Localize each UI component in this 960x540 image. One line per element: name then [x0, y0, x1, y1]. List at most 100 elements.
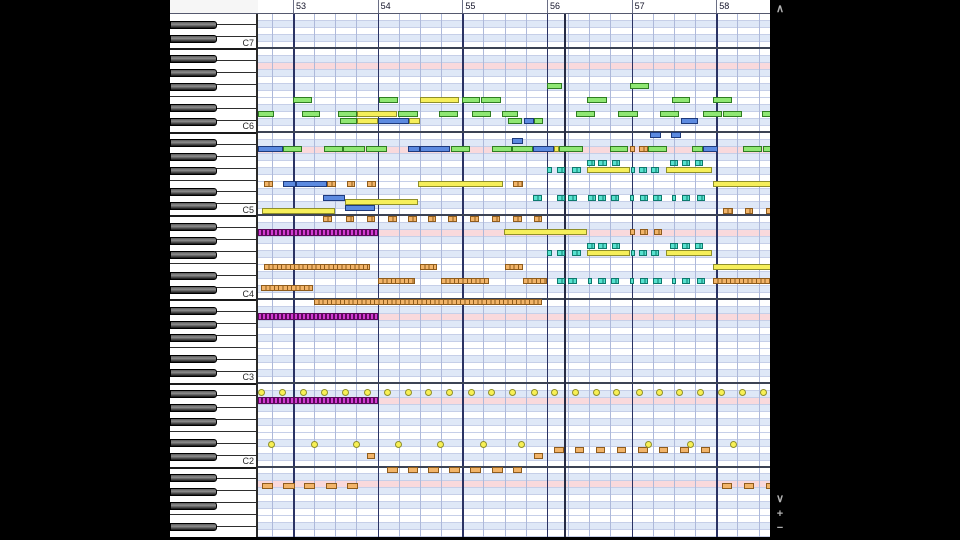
midi-note[interactable]: [631, 167, 635, 173]
midi-note[interactable]: [338, 111, 357, 117]
midi-note-run[interactable]: [523, 278, 547, 284]
drum-hit-circle[interactable]: [404, 389, 412, 396]
midi-note-run[interactable]: [572, 167, 581, 173]
midi-note-run[interactable]: [682, 243, 690, 249]
trill-note-bar[interactable]: [258, 397, 378, 404]
midi-note[interactable]: [630, 229, 635, 235]
midi-note-run[interactable]: [651, 167, 659, 173]
midi-note[interactable]: [713, 97, 732, 103]
black-key[interactable]: [170, 501, 217, 510]
drum-hit-circle[interactable]: [267, 440, 275, 448]
midi-note[interactable]: [449, 467, 460, 473]
black-key[interactable]: [170, 20, 217, 29]
black-key[interactable]: [170, 201, 217, 210]
midi-note[interactable]: [492, 467, 503, 473]
black-key[interactable]: [170, 522, 217, 531]
black-key[interactable]: [170, 453, 217, 462]
drum-hit-circle[interactable]: [467, 389, 475, 396]
black-key[interactable]: [170, 390, 217, 399]
midi-note-run[interactable]: [654, 229, 662, 235]
midi-note-run[interactable]: [367, 181, 376, 187]
midi-note[interactable]: [703, 146, 718, 152]
midi-note[interactable]: [547, 83, 562, 89]
black-key[interactable]: [170, 369, 217, 378]
midi-note[interactable]: [262, 208, 335, 214]
drum-hit-circle[interactable]: [342, 389, 350, 396]
midi-note[interactable]: [502, 111, 518, 117]
midi-note[interactable]: [283, 181, 296, 187]
midi-note[interactable]: [630, 278, 634, 284]
midi-note-run[interactable]: [612, 243, 620, 249]
zoom-out-button[interactable]: −: [776, 522, 784, 534]
midi-note[interactable]: [534, 453, 543, 459]
midi-note[interactable]: [534, 118, 543, 124]
midi-note[interactable]: [378, 118, 409, 124]
midi-note[interactable]: [722, 483, 732, 489]
midi-note[interactable]: [428, 467, 439, 473]
black-key[interactable]: [170, 271, 217, 280]
midi-note[interactable]: [513, 467, 522, 473]
black-key[interactable]: [170, 404, 217, 413]
black-key[interactable]: [170, 320, 217, 329]
scroll-down-icon[interactable]: ∨: [775, 493, 785, 505]
drum-hit-circle[interactable]: [424, 389, 432, 396]
black-key[interactable]: [170, 167, 217, 176]
black-key[interactable]: [170, 236, 217, 245]
midi-note[interactable]: [680, 447, 689, 453]
drum-hit-circle[interactable]: [508, 389, 516, 396]
vertical-scrollbar[interactable]: ∧ ∨ + −: [770, 0, 790, 540]
midi-note[interactable]: [357, 111, 397, 117]
drum-hit-circle[interactable]: [384, 389, 392, 396]
midi-note[interactable]: [347, 483, 358, 489]
midi-note[interactable]: [638, 447, 648, 453]
midi-note[interactable]: [345, 205, 375, 211]
black-key[interactable]: [170, 334, 217, 343]
midi-note[interactable]: [587, 97, 607, 103]
black-key[interactable]: [170, 306, 217, 315]
drum-hit-circle[interactable]: [364, 389, 372, 396]
midi-note[interactable]: [283, 146, 302, 152]
drum-hit-circle[interactable]: [436, 440, 444, 448]
midi-note-run[interactable]: [598, 195, 606, 201]
midi-note-run[interactable]: [588, 195, 596, 201]
drum-hit-circle[interactable]: [729, 440, 737, 448]
midi-note[interactable]: [302, 111, 320, 117]
midi-note[interactable]: [524, 118, 534, 124]
midi-note[interactable]: [418, 181, 503, 187]
midi-note-run[interactable]: [533, 195, 542, 201]
midi-note[interactable]: [762, 111, 770, 117]
drum-hit-circle[interactable]: [258, 389, 265, 396]
midi-note-run[interactable]: [723, 208, 733, 214]
black-key[interactable]: [170, 34, 217, 43]
midi-note[interactable]: [576, 111, 595, 117]
drum-hit-circle[interactable]: [445, 389, 453, 396]
midi-note-run[interactable]: [639, 167, 647, 173]
black-key[interactable]: [170, 487, 217, 496]
midi-note[interactable]: [630, 195, 634, 201]
midi-note-run[interactable]: [640, 278, 648, 284]
midi-note[interactable]: [547, 250, 552, 256]
midi-note[interactable]: [672, 195, 676, 201]
midi-note[interactable]: [610, 146, 628, 152]
measure-ruler[interactable]: 53 54 55 56 57 58: [258, 0, 770, 14]
midi-note-run[interactable]: [378, 278, 415, 284]
drum-hit-circle[interactable]: [718, 389, 726, 396]
midi-note-run[interactable]: [470, 216, 479, 222]
midi-note[interactable]: [470, 467, 481, 473]
midi-note[interactable]: [324, 146, 343, 152]
midi-note-run[interactable]: [697, 278, 705, 284]
black-key[interactable]: [170, 439, 217, 448]
midi-note[interactable]: [554, 447, 564, 453]
black-key[interactable]: [170, 118, 217, 127]
drum-hit-circle[interactable]: [739, 389, 747, 396]
midi-note-run[interactable]: [557, 167, 565, 173]
drum-hit-circle[interactable]: [644, 440, 652, 448]
black-key[interactable]: [170, 285, 217, 294]
midi-note[interactable]: [559, 146, 583, 152]
midi-note[interactable]: [547, 167, 552, 173]
midi-note[interactable]: [723, 111, 742, 117]
midi-note[interactable]: [323, 195, 345, 201]
midi-note[interactable]: [504, 229, 587, 235]
midi-note[interactable]: [512, 138, 523, 144]
midi-note[interactable]: [420, 146, 450, 152]
